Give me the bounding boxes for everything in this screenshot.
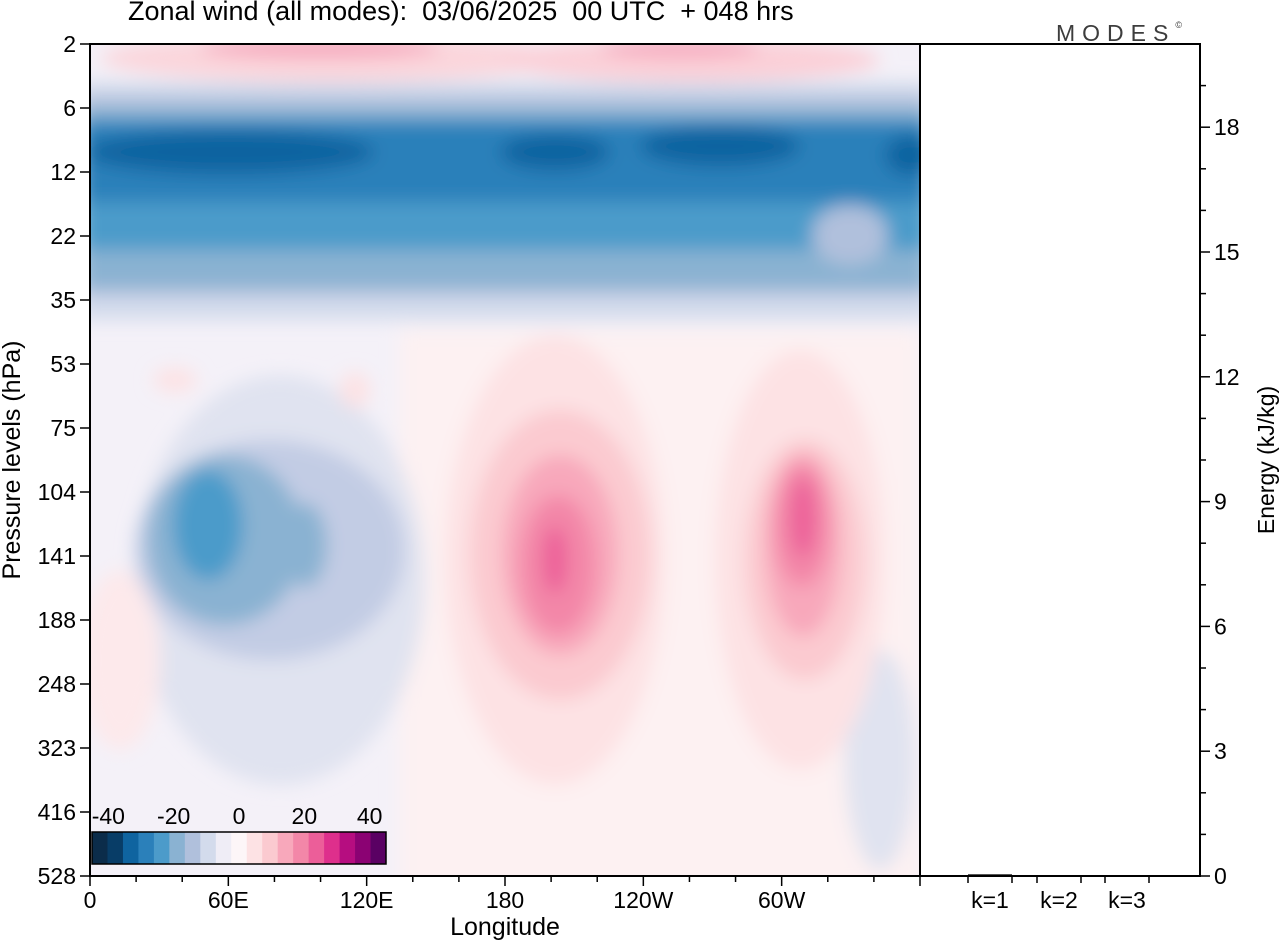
colorbar-tick-label: 20 — [292, 803, 318, 829]
contour-plot — [90, 44, 920, 876]
colorbar-swatch — [246, 832, 263, 864]
y-axis: 2 6 12 22 35 53 75 104 141 188 248 323 416 528 — [38, 31, 90, 889]
y-tick-label: 53 — [50, 351, 76, 377]
energy-bar — [1037, 875, 1081, 876]
y-tick-label: 528 — [38, 863, 76, 889]
colorbar-swatch — [184, 832, 201, 864]
colorbar-frame — [91, 831, 387, 865]
field-weak-westerly-1 — [90, 570, 160, 750]
chart-title: Zonal wind (all modes): 03/06/2025 00 UT… — [128, 0, 794, 26]
energy-tick-label: 0 — [1214, 863, 1227, 889]
colorbar-swatch — [324, 832, 340, 864]
x-tick-label: 180 — [486, 887, 524, 913]
colorbar-swatch — [339, 832, 356, 864]
colorbar-swatch — [169, 832, 186, 864]
y-tick-label: 2 — [63, 31, 76, 57]
y-tick-label: 35 — [50, 287, 76, 313]
energy-tick-label: 6 — [1214, 613, 1227, 639]
energy-tick-label: 15 — [1214, 239, 1240, 265]
x-axis: 0 60E 120E 180 120W 60W — [84, 876, 921, 913]
field-east-pacific-easterly — [845, 650, 915, 870]
energy-bar — [968, 874, 1012, 876]
x-tick-label: 120E — [340, 887, 394, 913]
colorbar-tick-label: 40 — [357, 803, 383, 829]
energy-bar — [1105, 875, 1149, 876]
colorbar-swatch — [138, 832, 155, 864]
field-easterly-core-2 — [500, 134, 610, 170]
category-label: k=1 — [971, 887, 1009, 913]
modes-logo: MODES© — [1056, 20, 1182, 47]
brand-name: MODES — [1056, 20, 1176, 46]
y-tick-label: 141 — [38, 543, 76, 569]
colorbar-swatch — [215, 832, 232, 864]
contour-field — [90, 44, 920, 876]
colorbar-swatch — [308, 832, 325, 864]
y-tick-label: 248 — [38, 671, 76, 697]
colorbar-swatch — [370, 832, 387, 864]
field-easterly-core-3 — [640, 126, 800, 166]
field-easterly-gap — [812, 205, 888, 265]
x-tick-label: 120W — [613, 887, 673, 913]
x-axis-label: Longitude — [450, 913, 560, 941]
field-upper-westerly-2 — [500, 44, 880, 82]
colorbar-swatch — [200, 832, 217, 864]
y-tick-label: 188 — [38, 607, 76, 633]
colorbar-swatch — [293, 832, 310, 864]
colorbar-swatch — [153, 832, 170, 864]
field-jet2-core — [791, 478, 815, 558]
y-tick-label: 323 — [38, 735, 76, 761]
field-weak-westerly-3 — [340, 372, 370, 408]
field-upper-westerly — [100, 44, 560, 82]
field-easterly-core-1 — [90, 130, 375, 174]
y-tick-label: 12 — [50, 159, 76, 185]
x-tick-label: 60W — [758, 887, 806, 913]
field-trop-easterly-core — [173, 470, 243, 580]
energy-axis: 0 3 6 9 12 15 18 — [1200, 84, 1240, 889]
field-jet1-core — [543, 526, 567, 594]
colorbar-swatch — [231, 832, 248, 864]
colorbar-tick-label: 0 — [233, 803, 246, 829]
field-upper-westerly-core — [200, 44, 440, 58]
colorbar-tick-label: -40 — [92, 803, 125, 829]
y-tick-label: 104 — [38, 479, 77, 505]
category-label: k=2 — [1040, 887, 1078, 913]
y-tick-label: 75 — [50, 415, 76, 441]
energy-panel-frame — [919, 43, 1201, 877]
colorbar-swatch — [107, 832, 124, 864]
energy-tick-label: 12 — [1214, 364, 1240, 390]
field-weak-westerly-2 — [153, 368, 197, 392]
colorbar-swatch — [277, 832, 294, 864]
colorbar-swatch — [122, 832, 139, 864]
colorbar-swatch — [92, 832, 108, 864]
colorbar-swatch — [355, 832, 371, 864]
energy-tick-label: 18 — [1214, 114, 1240, 140]
y-tick-label: 6 — [63, 95, 76, 121]
copyright-mark: © — [1175, 20, 1182, 31]
category-label: k=3 — [1108, 887, 1146, 913]
colorbar-tick-label: -20 — [157, 803, 190, 829]
energy-tick-label: 3 — [1214, 738, 1227, 764]
x-tick-label: 0 — [84, 887, 97, 913]
energy-axis-label: Energy (kJ/kg) — [1253, 386, 1279, 534]
y-tick-label: 416 — [38, 799, 76, 825]
energy-tick-label: 9 — [1214, 489, 1227, 515]
y-tick-label: 22 — [50, 223, 76, 249]
colorbar-swatch — [262, 832, 279, 864]
field-trop-easterly-core-2 — [283, 503, 327, 587]
y-axis-label: Pressure levels (hPa) — [0, 341, 26, 580]
colorbar: -40 -20 0 20 40 — [91, 803, 387, 865]
field-upper-westerly-core-2 — [600, 44, 760, 57]
x-tick-label: 60E — [208, 887, 249, 913]
energy-bars: k=1 k=2 k=3 — [967, 874, 1150, 913]
field-easterly-core-4 — [885, 135, 920, 175]
